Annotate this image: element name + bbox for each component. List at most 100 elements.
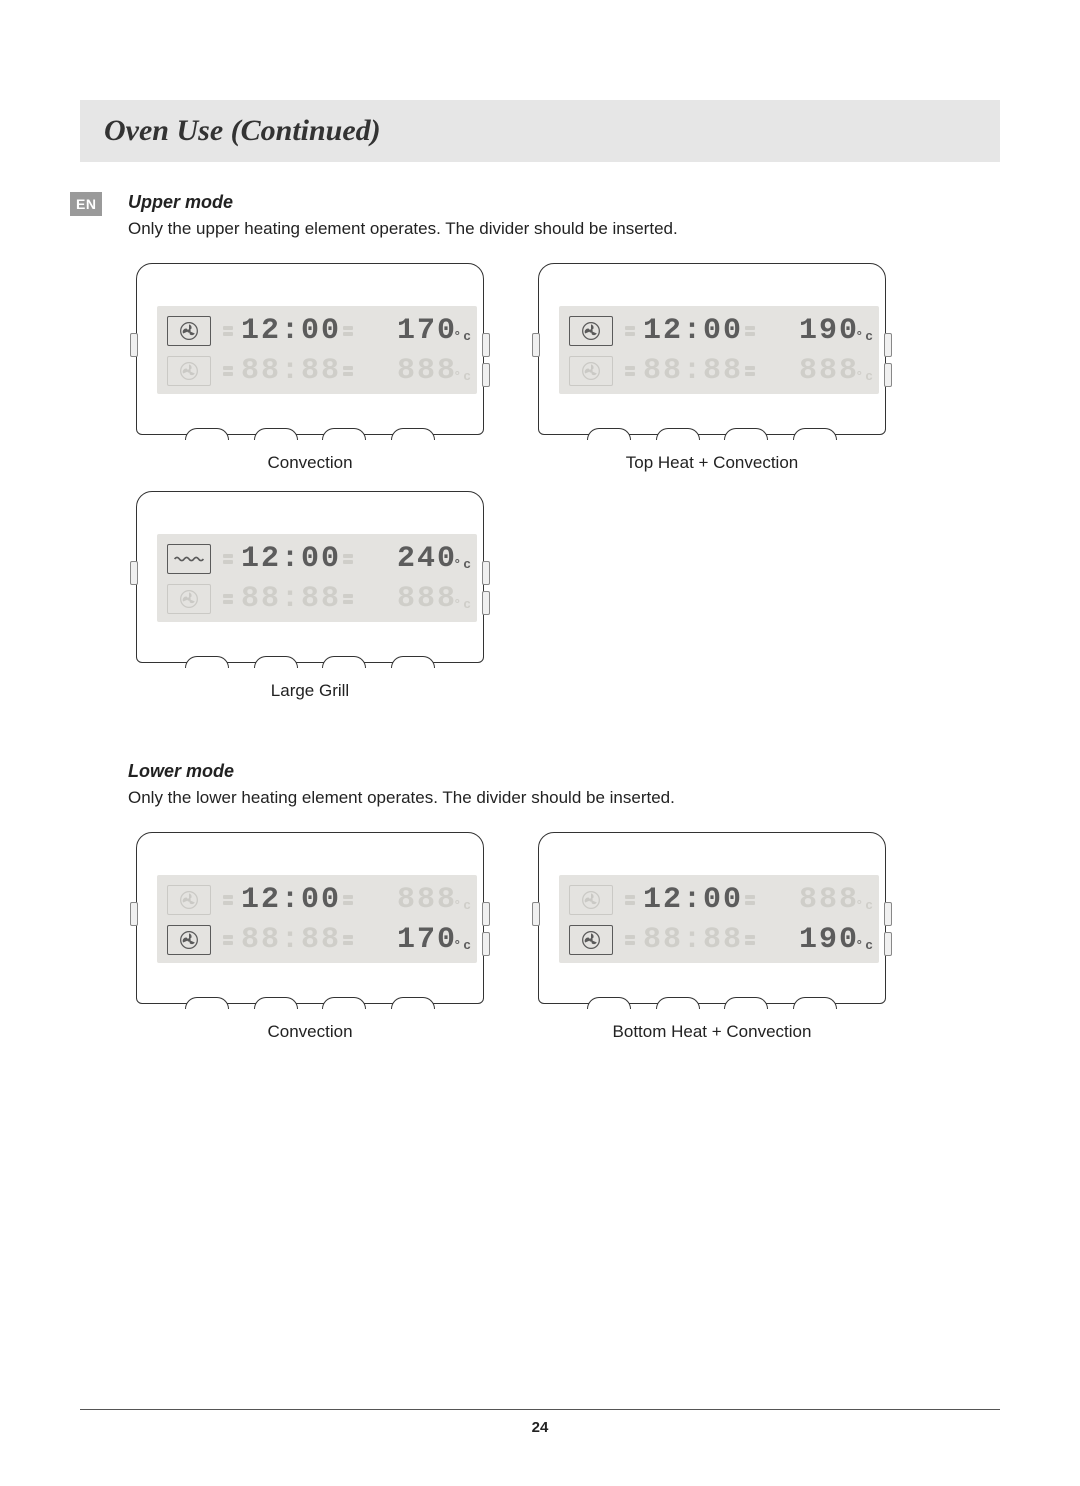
side-button[interactable]: [130, 902, 138, 926]
oven-display: 12:00 190°c 88:88 888°c: [530, 263, 894, 441]
side-button[interactable]: [532, 333, 540, 357]
mode-icon: [569, 885, 613, 915]
control-knob[interactable]: [724, 997, 768, 1009]
oven-display: 12:00 888°c 88:88 190°c: [530, 832, 894, 1010]
knob-row: [137, 428, 483, 440]
panel-frame: 12:00 190°c 88:88 888°c: [538, 263, 886, 435]
control-knob[interactable]: [185, 428, 229, 440]
fan-icon: [581, 361, 601, 381]
control-knob[interactable]: [587, 997, 631, 1009]
upper-panel-row-1: 12:00 170°c 88:88 888°c: [128, 263, 1000, 473]
temp-display: 888°c: [761, 883, 869, 917]
temp-unit: °c: [453, 938, 473, 953]
fan-icon: [581, 321, 601, 341]
lcd-row: 12:00 190°c: [559, 312, 879, 350]
control-knob[interactable]: [724, 428, 768, 440]
knob-row: [137, 656, 483, 668]
side-button[interactable]: [482, 932, 490, 956]
lcd-row: 12:00 888°c: [157, 881, 477, 919]
control-knob[interactable]: [793, 997, 837, 1009]
side-button[interactable]: [482, 902, 490, 926]
control-knob[interactable]: [391, 656, 435, 668]
oven-display: 12:00 170°c 88:88 888°c: [128, 263, 492, 441]
side-button[interactable]: [532, 902, 540, 926]
lcd-screen: 12:00 170°c 88:88 888°c: [157, 306, 477, 394]
lcd-screen: 12:00 240°c 88:88 888°c: [157, 534, 477, 622]
panel-frame: 12:00 170°c 88:88 888°c: [136, 263, 484, 435]
knob-row: [137, 997, 483, 1009]
grill-icon: [172, 555, 206, 563]
control-knob[interactable]: [185, 997, 229, 1009]
temp-unit: °c: [855, 898, 875, 913]
indicator-icons: [745, 895, 757, 905]
control-knob[interactable]: [322, 997, 366, 1009]
side-button[interactable]: [884, 333, 892, 357]
lcd-screen: 12:00 888°c 88:88 170°c: [157, 875, 477, 963]
indicator-icons: [223, 935, 235, 945]
fan-icon: [179, 361, 199, 381]
side-button[interactable]: [130, 333, 138, 357]
control-knob[interactable]: [254, 997, 298, 1009]
fan-icon: [179, 890, 199, 910]
content-area: Upper mode Only the upper heating elemen…: [80, 192, 1000, 1042]
indicator-icons: [625, 895, 637, 905]
time-display: 12:00: [239, 883, 343, 917]
indicator-icons: [343, 326, 355, 336]
lcd-row: 12:00 170°c: [157, 312, 477, 350]
side-button[interactable]: [884, 902, 892, 926]
control-knob[interactable]: [391, 428, 435, 440]
mode-icon: [167, 356, 211, 386]
lcd-row: 12:00 888°c: [559, 881, 879, 919]
temp-unit: °c: [453, 369, 473, 384]
lcd-row: 88:88 170°c: [157, 921, 477, 959]
time-display: 88:88: [239, 582, 343, 616]
lower-mode-description: Only the lower heating element operates.…: [128, 788, 1000, 808]
control-knob[interactable]: [793, 428, 837, 440]
side-button[interactable]: [130, 561, 138, 585]
temp-unit: °c: [453, 557, 473, 572]
panel-caption: Convection: [267, 1022, 352, 1042]
control-knob[interactable]: [322, 656, 366, 668]
side-button[interactable]: [482, 363, 490, 387]
mode-icon: [569, 925, 613, 955]
indicator-icons: [625, 326, 637, 336]
control-knob[interactable]: [254, 656, 298, 668]
fan-icon: [179, 321, 199, 341]
side-button[interactable]: [482, 561, 490, 585]
indicator-icons: [223, 895, 235, 905]
side-button[interactable]: [482, 333, 490, 357]
control-knob[interactable]: [254, 428, 298, 440]
temp-display: 888°c: [359, 582, 467, 616]
upper-panel-topheat: 12:00 190°c 88:88 888°c: [530, 263, 894, 473]
panel-frame: 12:00 888°c 88:88 190°c: [538, 832, 886, 1004]
time-display: 12:00: [641, 883, 745, 917]
fan-icon: [179, 589, 199, 609]
panel-frame: 12:00 240°c 88:88 888°c: [136, 491, 484, 663]
mode-icon: [569, 356, 613, 386]
temp-display: 888°c: [761, 354, 869, 388]
lcd-row: 88:88 888°c: [157, 352, 477, 390]
upper-panel-row-2: 12:00 240°c 88:88 888°c: [128, 491, 1000, 701]
control-knob[interactable]: [185, 656, 229, 668]
time-display: 12:00: [239, 314, 343, 348]
control-knob[interactable]: [656, 428, 700, 440]
lower-panel-row-1: 12:00 888°c 88:88 170°c: [128, 832, 1000, 1042]
side-button[interactable]: [884, 932, 892, 956]
control-knob[interactable]: [322, 428, 366, 440]
control-knob[interactable]: [391, 997, 435, 1009]
indicator-icons: [745, 326, 757, 336]
knob-row: [539, 428, 885, 440]
upper-mode-description: Only the upper heating element operates.…: [128, 219, 1000, 239]
time-display: 12:00: [239, 542, 343, 576]
side-button[interactable]: [884, 363, 892, 387]
mode-icon: [167, 925, 211, 955]
panel-frame: 12:00 888°c 88:88 170°c: [136, 832, 484, 1004]
control-knob[interactable]: [587, 428, 631, 440]
temp-display: 170°c: [359, 923, 467, 957]
control-knob[interactable]: [656, 997, 700, 1009]
upper-mode-heading: Upper mode: [128, 192, 1000, 213]
lcd-row: 88:88 190°c: [559, 921, 879, 959]
indicator-icons: [745, 935, 757, 945]
panel-caption: Large Grill: [271, 681, 349, 701]
side-button[interactable]: [482, 591, 490, 615]
